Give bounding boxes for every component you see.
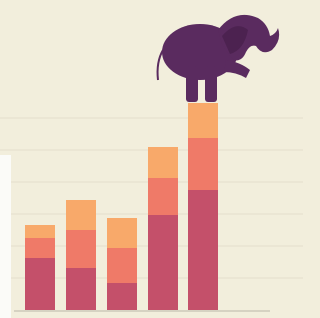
bar-segment — [25, 225, 55, 238]
bar-segment — [66, 200, 96, 230]
bar-segment — [148, 147, 178, 178]
bar-segment — [66, 230, 96, 268]
bar-segment — [25, 258, 55, 310]
bar-segment — [66, 268, 96, 310]
bar-segment — [107, 248, 137, 283]
bar-segment — [188, 190, 218, 310]
bar-segment — [148, 215, 178, 310]
bar-segment — [148, 178, 178, 215]
bar-segment — [25, 238, 55, 258]
chart — [0, 0, 303, 318]
bar-segment — [107, 218, 137, 248]
bar-segment — [188, 103, 218, 138]
page: (() => { const data = JSON.parse(documen… — [0, 0, 320, 318]
paper-edge — [0, 155, 11, 318]
bar-segment — [107, 283, 137, 310]
bar-segment — [188, 138, 218, 190]
